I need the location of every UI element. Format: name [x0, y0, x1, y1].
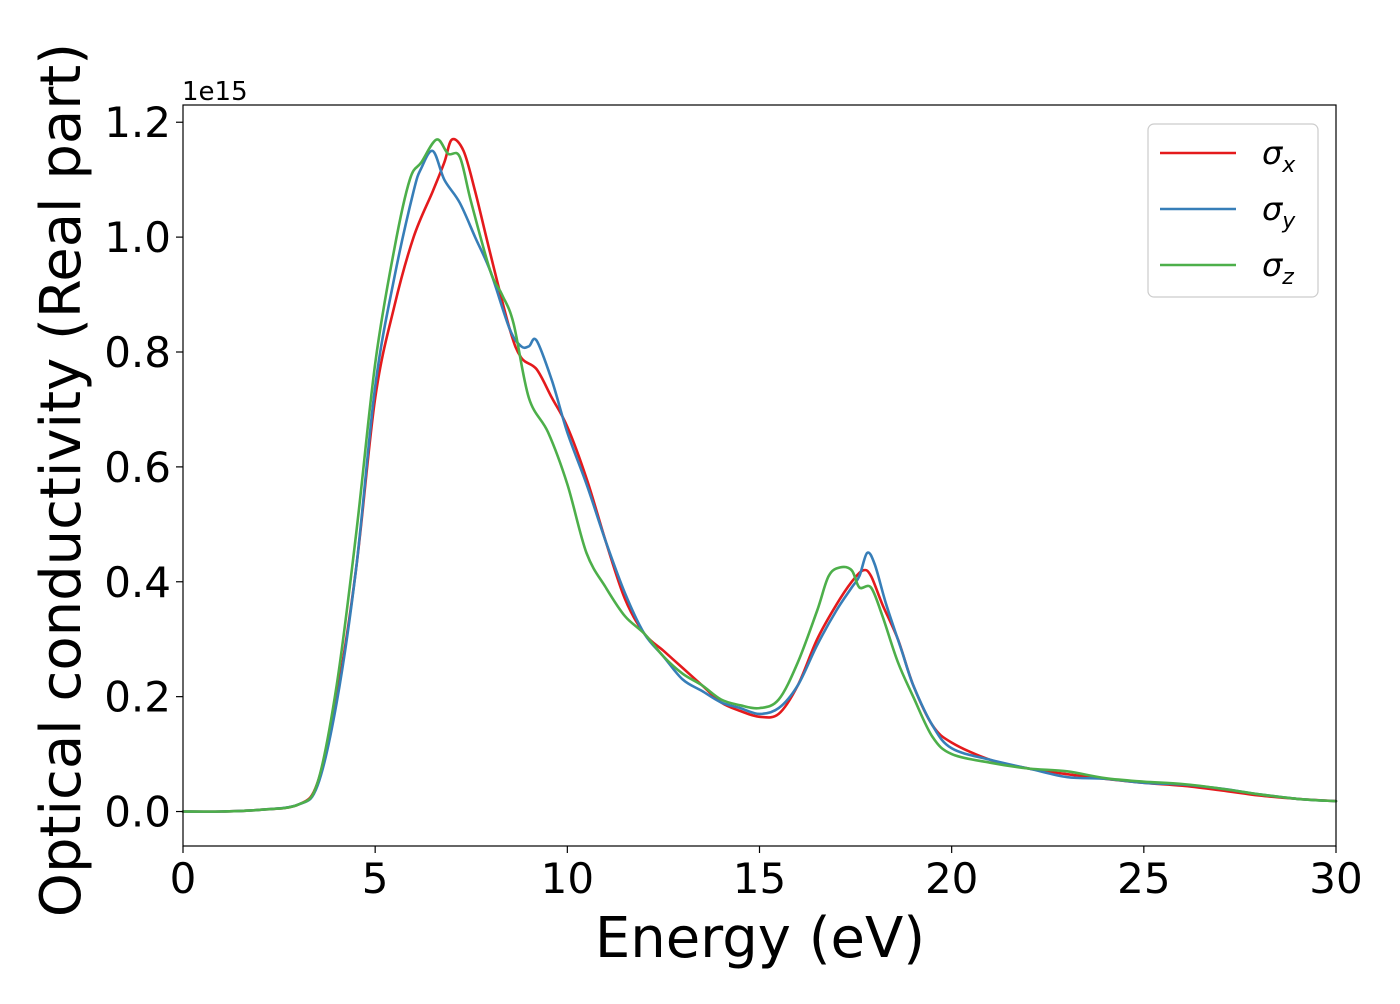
legend-symbol: σ	[1262, 190, 1284, 228]
x-tick-label: 0	[170, 854, 197, 903]
series-layer	[181, 137, 1338, 813]
x-tick-label: 10	[541, 854, 594, 903]
legend-symbol: σ	[1262, 134, 1284, 172]
y-tick-label: 0.2	[104, 673, 171, 722]
legend-frame	[1147, 123, 1319, 298]
x-tick-label: 5	[362, 854, 389, 903]
y-axis-title: Optical conductivity (Real part)	[29, 43, 94, 917]
legend-subscript: x	[1281, 153, 1296, 178]
y-offset-label: 1e15	[182, 77, 248, 107]
x-tick-label: 25	[1117, 854, 1170, 903]
legend-label-y: σy	[1262, 190, 1296, 234]
x-tick-label: 30	[1309, 854, 1362, 903]
y-tick-label: 0.4	[104, 558, 171, 607]
axes-layer: 0 5 10 15 20 25 30 0.0 0.2 0.4 0.6 0.8 1.0 1.2	[104, 98, 1363, 903]
y-tick-label: 1.0	[104, 213, 171, 262]
x-axis-title: Energy (eV)	[595, 906, 925, 971]
legend-subscript: z	[1281, 265, 1294, 290]
legend-subscript: y	[1281, 209, 1296, 234]
x-tick-label: 15	[733, 854, 786, 903]
legend-symbol: σ	[1262, 246, 1284, 284]
legend-label-z: σz	[1262, 246, 1294, 290]
y-tick-label: 0.6	[104, 443, 171, 492]
legend-label-x: σx	[1262, 134, 1296, 178]
y-tick-label: 0.8	[104, 328, 171, 377]
x-tick-label: 20	[925, 854, 978, 903]
y-tick-label: 1.2	[104, 98, 171, 147]
y-tick-label: 0.0	[104, 788, 171, 837]
series-line-z	[181, 138, 1338, 813]
